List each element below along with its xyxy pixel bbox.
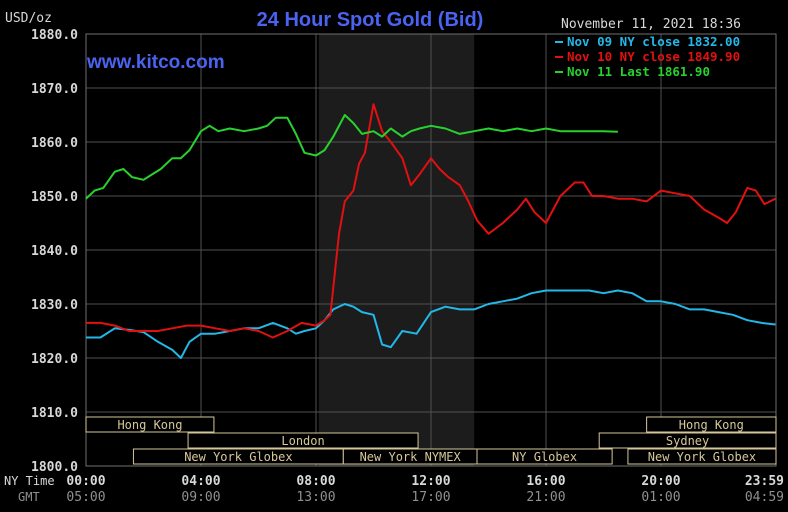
- chart-title: 24 Hour Spot Gold (Bid): [257, 9, 484, 31]
- legend-entry: Nov 11 Last 1861.90: [567, 64, 710, 79]
- legend-entry: Nov 10 NY close 1849.90: [567, 49, 740, 64]
- session-label: New York NYMEX: [360, 450, 462, 464]
- legend-entry: Nov 09 NY close 1832.00: [567, 34, 740, 49]
- session-label: New York Globex: [648, 450, 756, 464]
- y-tick-label: 1830.0: [31, 298, 78, 313]
- series-layer: [85, 103, 776, 359]
- session-label: Sydney: [666, 434, 709, 448]
- session-label: NY Globex: [512, 450, 577, 464]
- y-tick-label: 1820.0: [31, 352, 78, 367]
- session-label: London: [281, 434, 324, 448]
- y-tick-label: 1810.0: [31, 406, 78, 421]
- plot-frame: [85, 33, 777, 467]
- session-label: Hong Kong: [117, 418, 182, 432]
- series-line-3: [85, 114, 618, 200]
- x-tick-label-ny: 08:00: [296, 474, 335, 489]
- x-axis-row-label-gmt: GMT: [18, 490, 40, 504]
- session-bar: [187, 432, 419, 449]
- axes-layer: 1800.0 1810.0 1820.0 1830.0 1840.0 1850.0 1860…: [4, 28, 784, 505]
- session-bar: [646, 416, 777, 433]
- x-tick-label-ny: 12:00: [411, 474, 450, 489]
- watermark: www.kitco.com: [86, 52, 225, 73]
- y-tick-label: 1800.0: [31, 460, 78, 475]
- x-tick-label-gmt: 01:00: [641, 490, 680, 505]
- x-tick-label-gmt: 21:00: [526, 490, 565, 505]
- session-bars-layer: Hong Kong London New York Globex New York N…: [85, 416, 777, 465]
- session-bar: [627, 448, 777, 465]
- session-label: New York Globex: [184, 450, 292, 464]
- x-tick-label-gmt: 17:00: [411, 490, 450, 505]
- x-tick-label-gmt: 09:00: [181, 490, 220, 505]
- x-tick-label-ny: 23:59: [745, 474, 784, 489]
- y-tick-label: 1860.0: [31, 136, 78, 151]
- x-axis-row-label-ny: NY Time: [4, 474, 55, 488]
- session-bar: [476, 448, 613, 465]
- x-tick-label-ny: 04:00: [181, 474, 220, 489]
- x-tick-label-gmt: 05:00: [66, 490, 105, 505]
- timestamp: November 11, 2021 18:36: [561, 17, 741, 32]
- session-label: Hong Kong: [679, 418, 744, 432]
- series-line-2: [86, 103, 776, 339]
- y-tick-label: 1840.0: [31, 244, 78, 259]
- unit-label: USD/oz: [5, 11, 52, 26]
- x-tick-label-ny: 20:00: [641, 474, 680, 489]
- session-bar: [85, 416, 215, 433]
- x-tick-label-ny: 16:00: [526, 474, 565, 489]
- y-tick-label: 1850.0: [31, 190, 78, 205]
- session-bar: [598, 432, 777, 449]
- x-tick-label-ny: 00:00: [66, 474, 105, 489]
- x-tick-label-gmt: 04:59: [745, 490, 784, 505]
- x-tick-label-gmt: 13:00: [296, 490, 335, 505]
- y-tick-label: 1880.0: [31, 28, 78, 43]
- grid-layer: [85, 33, 777, 467]
- series-line-1: [86, 289, 776, 359]
- y-tick-label: 1870.0: [31, 82, 78, 97]
